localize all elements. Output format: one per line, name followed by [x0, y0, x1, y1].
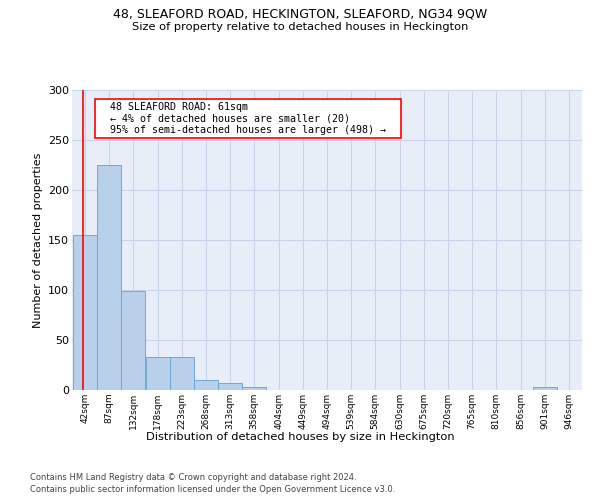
Text: Contains public sector information licensed under the Open Government Licence v3: Contains public sector information licen… [30, 485, 395, 494]
Bar [242, 387, 266, 390]
Text: Contains HM Land Registry data © Crown copyright and database right 2024.: Contains HM Land Registry data © Crown c… [30, 472, 356, 482]
Bar [170, 357, 194, 390]
Bar [194, 380, 218, 390]
Bar [146, 357, 170, 390]
Bar [97, 165, 121, 390]
Bar [73, 235, 97, 390]
Text: Size of property relative to detached houses in Heckington: Size of property relative to detached ho… [132, 22, 468, 32]
Text: 48 SLEAFORD ROAD: 61sqm  
  ← 4% of detached houses are smaller (20)  
  95% of : 48 SLEAFORD ROAD: 61sqm ← 4% of detached… [98, 102, 398, 135]
Bar [533, 387, 557, 390]
Text: Distribution of detached houses by size in Heckington: Distribution of detached houses by size … [146, 432, 454, 442]
Bar [218, 383, 242, 390]
Y-axis label: Number of detached properties: Number of detached properties [32, 152, 43, 328]
Bar [121, 291, 145, 390]
Text: 48, SLEAFORD ROAD, HECKINGTON, SLEAFORD, NG34 9QW: 48, SLEAFORD ROAD, HECKINGTON, SLEAFORD,… [113, 8, 487, 20]
